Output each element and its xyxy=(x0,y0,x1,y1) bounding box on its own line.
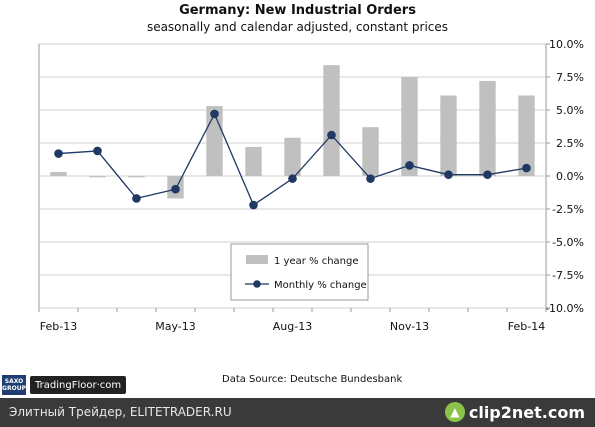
chart: 10.0% 7.5% 5.0% 2.5% 0.0% -2.5% -5.0% -7.5% -10.… xyxy=(38,38,584,333)
data-point xyxy=(54,149,63,158)
saxo-logo: SAXO GROUP xyxy=(2,375,26,395)
y-tick-label: 5.0% xyxy=(556,104,584,117)
bar xyxy=(440,95,457,176)
data-point xyxy=(366,174,375,183)
legend-swatch-bar xyxy=(246,255,268,264)
legend-swatch-marker xyxy=(253,280,261,288)
tradingfloor-logo: SAXO GROUP TradingFloor·com xyxy=(2,375,127,395)
data-source: Data Source: Deutsche Bundesbank xyxy=(222,374,403,385)
bar xyxy=(50,172,67,176)
x-tick-label: Feb-14 xyxy=(508,320,545,333)
data-point xyxy=(171,184,180,194)
bar xyxy=(401,77,418,176)
saxo-logo-top: SAXO xyxy=(4,378,24,385)
data-point xyxy=(405,161,414,170)
x-tick-label: Nov-13 xyxy=(390,320,429,333)
bar xyxy=(284,137,301,176)
saxo-logo-bottom: GROUP xyxy=(2,385,26,392)
bar xyxy=(479,80,496,176)
data-point xyxy=(210,109,219,119)
legend xyxy=(230,243,369,301)
bar xyxy=(323,65,340,176)
legend-label-bar: 1 year % change xyxy=(274,256,359,267)
brand: ▲ clip2net.com xyxy=(444,402,585,422)
data-point xyxy=(483,170,492,179)
y-tick-label: -2.5% xyxy=(552,203,584,216)
y-tick-label: -7.5% xyxy=(552,269,584,282)
x-tick-label: Aug-13 xyxy=(273,320,312,333)
data-point xyxy=(132,194,141,203)
chart-title: Germany: New Industrial Orders xyxy=(179,3,416,18)
chart-subtitle: seasonally and calendar adjusted, consta… xyxy=(146,20,449,34)
y-tick-label: 2.5% xyxy=(556,137,584,150)
y-tick-label: 7.5% xyxy=(556,71,584,84)
data-point xyxy=(249,200,258,210)
y-tick-label: -5.0% xyxy=(552,236,584,249)
bar xyxy=(362,127,379,176)
bar xyxy=(518,95,535,176)
y-tick-label: -10.0% xyxy=(545,302,584,315)
data-point xyxy=(327,130,336,140)
data-point xyxy=(522,163,531,173)
data-point xyxy=(288,174,297,183)
bar xyxy=(245,146,262,176)
y-tick-label: 10.0% xyxy=(549,38,584,51)
upload-icon: ▲ xyxy=(444,402,465,422)
x-tick-label: Feb-13 xyxy=(40,320,77,333)
y-tick-label: 0.0% xyxy=(556,170,584,183)
tradingfloor-label: TradingFloor·com xyxy=(30,376,127,394)
x-tick-label: May-13 xyxy=(155,320,196,333)
bar xyxy=(89,176,106,178)
site-label: Элитный Трейдер, ELITETRADER.RU xyxy=(9,405,232,419)
brand-label: clip2net.com xyxy=(468,402,585,422)
legend-label-line: Monthly % change xyxy=(274,280,367,291)
data-point xyxy=(93,146,102,156)
data-point xyxy=(444,170,453,179)
bar xyxy=(128,176,145,178)
bottom-bar: Элитный Трейдер, ELITETRADER.RU ▲ clip2n… xyxy=(0,398,595,427)
